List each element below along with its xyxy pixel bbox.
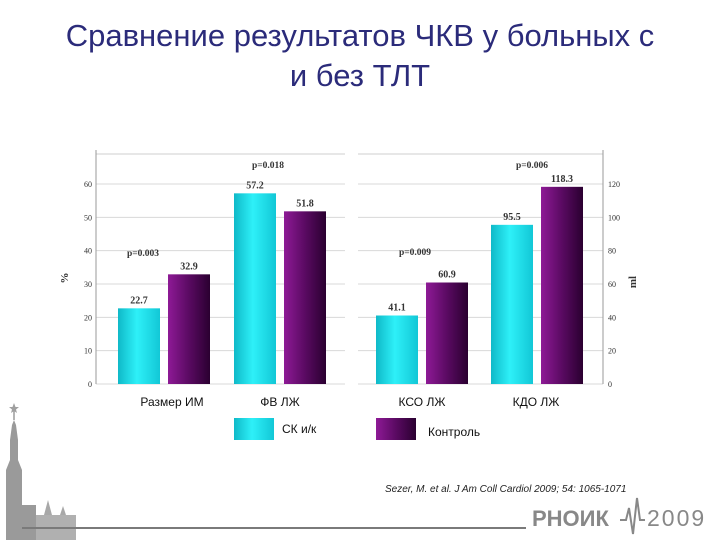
left-y-ticks: 0 10 20 30 40 50 60 [84,180,92,389]
right-bar-s2-c2 [541,186,583,384]
left-bar-s1-c2 [234,193,276,384]
right-bar-value-label: 95.5 [503,212,521,223]
left-bars: 22.7 57.2 32.9 51.8 [118,180,326,384]
left-y-tick-label: 30 [84,280,92,289]
tower-star-icon [9,403,19,413]
logo: РНОИК 2009 [532,497,706,535]
category-label-fv-lzh: ФВ ЛЖ [260,395,299,409]
logo-heartbeat-icon [620,497,645,535]
title-line-2: и без ТЛТ [289,58,431,93]
left-bar-value-label: 22.7 [130,295,148,306]
left-bar-value-label: 32.9 [180,261,198,272]
title-line-1: Сравнение результатов ЧКВ у больных с [65,18,655,53]
tower-body [6,420,22,540]
right-y-tick-label: 60 [608,280,616,289]
right-panel: 0 20 40 60 80 100 120 ml 41.1 95.5 60.9 118.3 p=0… [358,150,639,409]
tower-building [44,500,52,515]
logo-year: 2009 [647,505,706,531]
logo-word: РНОИК [532,506,609,531]
right-bar-value-label: 118.3 [551,174,573,185]
category-label-kdo-lzh: КДО ЛЖ [513,395,560,409]
left-y-axis-label: % [59,273,71,284]
left-bar-s1-c1 [118,308,160,384]
left-bar-s2-c1 [168,274,210,384]
left-bar-s2-c2 [284,211,326,384]
right-pvalue-1: p=0.009 [399,248,431,258]
slide-title: Сравнение результатов ЧКВ у больных с и … [0,16,720,96]
left-y-tick-label: 0 [88,380,92,389]
right-y-tick-label: 80 [608,247,616,256]
right-pvalue-2: p=0.006 [516,161,548,171]
tower-decoration [6,403,76,540]
left-pvalue-2: p=0.018 [252,161,284,171]
right-bar-s1-c1 [376,315,418,384]
tower-building [60,506,66,515]
left-pvalue-1: p=0.003 [127,249,159,259]
tower-building [22,505,36,540]
left-bar-value-label: 51.8 [296,198,314,209]
right-y-tick-label: 120 [608,180,620,189]
right-y-ticks: 0 20 40 60 80 100 120 [608,180,620,389]
legend-label-sk: СК и/к [282,422,317,436]
left-y-tick-label: 20 [84,313,92,322]
right-y-axis-label: ml [627,276,639,288]
legend-label-control: Контроль [428,425,480,439]
right-bar-s1-c2 [491,224,533,384]
left-y-tick-label: 40 [84,247,92,256]
legend-swatch-sk [234,418,274,440]
right-y-tick-label: 20 [608,347,616,356]
right-bar-value-label: 60.9 [438,270,456,281]
right-y-tick-label: 0 [608,380,612,389]
left-y-tick-label: 60 [84,180,92,189]
left-panel: 0 10 20 30 40 50 60 % 22.7 57.2 32.9 51.8 p=0.003… [59,150,345,409]
right-y-tick-label: 100 [608,213,620,222]
category-label-kso-lzh: КСО ЛЖ [399,395,446,409]
legend: СК и/к Контроль [234,418,480,440]
left-y-tick-label: 50 [84,213,92,222]
left-bar-value-label: 57.2 [246,180,264,191]
right-bar-s2-c1 [426,282,468,384]
right-y-tick-label: 40 [608,313,616,322]
category-label-razmer-im: Размер ИМ [140,395,203,409]
left-y-tick-label: 10 [84,347,92,356]
right-bars: 41.1 95.5 60.9 118.3 [376,174,583,384]
right-bar-value-label: 41.1 [388,303,406,314]
citation: Sezer, M. et al. J Am Coll Cardiol 2009;… [385,484,626,495]
legend-swatch-control [376,418,416,440]
